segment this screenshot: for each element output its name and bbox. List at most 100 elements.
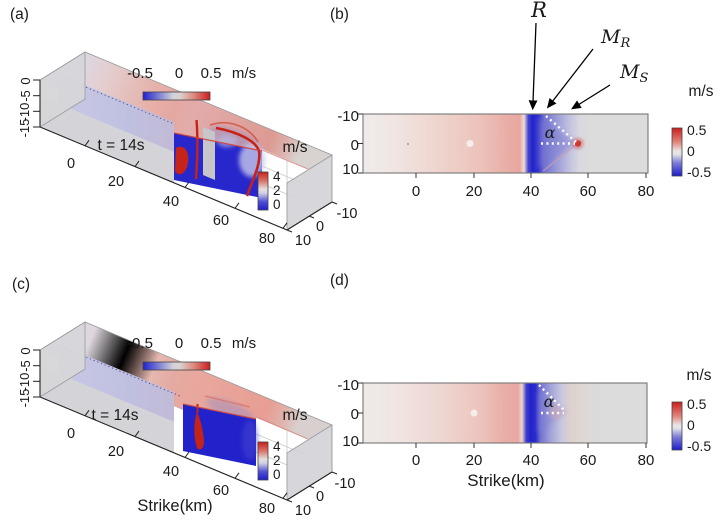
fault-colorbar-a: m/s 4 2 0 xyxy=(257,139,308,212)
colorbar-gradient xyxy=(142,91,211,101)
epicenter-mark xyxy=(407,143,409,145)
colorbar-tick-label: 2 xyxy=(273,453,281,468)
tick-mark xyxy=(234,202,240,209)
x-tick-label: 40 xyxy=(523,452,540,469)
axes-a: 0 20 40 60 80 10 0 -10 0 -5 -10 -15 xyxy=(17,51,357,249)
rayleigh-label: R xyxy=(530,0,547,22)
cut-edge-line xyxy=(261,149,309,170)
depth-axis-ticks xyxy=(33,349,40,398)
across-tick-label: -10 xyxy=(335,476,356,492)
depth-tick-label: 0 xyxy=(18,77,33,84)
strike-axis-ticks xyxy=(84,410,288,499)
colorbar-unit-label: m/s xyxy=(687,367,712,384)
panel-d: (d) α -10 0 10 0 20 40 60 80 Strike(km) … xyxy=(330,272,712,490)
strike-tick-label: 80 xyxy=(259,231,275,247)
y-tick-label: -10 xyxy=(337,377,359,394)
strike-tick-label: 60 xyxy=(213,213,229,229)
wavefront-arc xyxy=(500,115,515,172)
colorbar-gradient xyxy=(257,441,269,481)
box-back-edges xyxy=(39,51,333,202)
x-tick-label: 0 xyxy=(412,452,420,469)
tick-mark xyxy=(286,229,293,233)
depth-tick-label: -10 xyxy=(17,103,32,122)
colorbar-tick-label: -0.5 xyxy=(127,335,153,352)
x-tick-label: 80 xyxy=(638,452,655,469)
panel-c: (c) xyxy=(12,276,355,519)
section-light-area xyxy=(242,420,258,460)
tick-mark xyxy=(282,492,288,499)
x-axis-label: Strike(km) xyxy=(137,497,212,515)
x-tick-label: 20 xyxy=(466,452,483,469)
panel-a-label: (a) xyxy=(10,6,29,23)
surface-colorbar-c: -0.5 0 0.5 m/s xyxy=(127,335,256,371)
tick-mark xyxy=(331,201,338,205)
wavefront-arc xyxy=(457,117,467,170)
tick-mark xyxy=(308,485,315,489)
y-tick-marks xyxy=(358,382,363,444)
mach-rayleigh-arrow xyxy=(546,48,594,109)
axes-d: -10 0 10 0 20 40 60 80 Strike(km) xyxy=(337,377,654,490)
x-axis-label: Strike(km) xyxy=(467,471,544,490)
x-tick-label: 60 xyxy=(580,183,597,200)
strike-tick-label: 40 xyxy=(163,194,179,210)
fault-section-blue xyxy=(174,133,262,198)
time-label: t = 14s xyxy=(92,407,139,424)
wavefront-arc xyxy=(498,385,512,441)
colorbar-tick-label: 4 xyxy=(273,439,281,454)
nucleation-dimple xyxy=(470,409,478,417)
rupture-red-sliver xyxy=(194,412,204,450)
section-light-area2 xyxy=(217,135,237,147)
across-axis-ticks xyxy=(286,201,338,233)
depth-tick-label: -15 xyxy=(17,119,32,138)
x-tick-marks xyxy=(415,443,647,448)
fault-colorbar-c: m/s 4 2 0 xyxy=(257,407,308,482)
tick-mark xyxy=(331,471,338,475)
velocity-map xyxy=(363,114,648,173)
wavefront-arc xyxy=(460,387,469,439)
depth-tick-label: 0 xyxy=(18,347,33,354)
depth-tick-label: -15 xyxy=(17,389,32,408)
panel-a: (a) xyxy=(10,6,357,249)
rupture-front-line xyxy=(194,119,199,180)
alpha-label: α xyxy=(544,392,555,411)
alpha-dotted-line-diagonal xyxy=(538,384,566,412)
panel-d-label: (d) xyxy=(330,272,349,289)
fault-section xyxy=(173,119,265,198)
time-label: t = 14s xyxy=(98,137,145,154)
box-front-slab xyxy=(40,96,174,183)
colorbar-tick-label: 2 xyxy=(273,183,281,198)
axes-c: 0 20 40 60 80 10 0 -10 0 -5 -10 -15 Stri… xyxy=(17,321,356,519)
panel-b: (b) α R MR MS -10 0 10 0 xyxy=(330,0,714,200)
panel-c-label: (c) xyxy=(12,276,30,293)
cutaway-side-face xyxy=(203,127,215,180)
colorbar-tick-label: 0.5 xyxy=(687,396,707,412)
y-tick-label: -10 xyxy=(337,108,359,125)
colorbar-tick-label: 0 xyxy=(273,197,281,212)
depth-axis-ticks xyxy=(33,79,40,128)
across-axis-ticks xyxy=(286,471,338,503)
y-tick-label: 10 xyxy=(342,161,359,178)
colorbar-tick-label: 0.5 xyxy=(201,65,222,82)
strike-tick-label: 60 xyxy=(213,483,229,499)
tick-mark xyxy=(134,430,140,437)
fault-section-blue xyxy=(183,404,256,466)
tick-mark xyxy=(234,472,240,479)
strike-tick-label: 40 xyxy=(163,464,179,480)
mach-rayleigh-label: MR xyxy=(600,26,630,51)
colorbar-tick-label: 0.5 xyxy=(201,335,222,352)
strike-tick-label: 0 xyxy=(67,156,75,172)
colorbar-tick-label: 0 xyxy=(687,143,695,159)
colorbar-tick-label: 0 xyxy=(273,467,281,482)
y-tick-label: 10 xyxy=(342,433,359,450)
colorbar-unit-label: m/s xyxy=(232,335,256,352)
colorbar-unit-label: m/s xyxy=(283,139,308,156)
fault-section xyxy=(182,403,258,466)
nucleation-dimple xyxy=(466,140,474,147)
colorbar-tick-label: 0.5 xyxy=(687,122,707,138)
colorbar-tick-label: -0.5 xyxy=(687,164,711,180)
x-tick-label: 20 xyxy=(466,183,483,200)
mach-line-lower xyxy=(542,142,579,172)
x-tick-label: 0 xyxy=(412,183,420,200)
tick-mark xyxy=(84,410,90,417)
